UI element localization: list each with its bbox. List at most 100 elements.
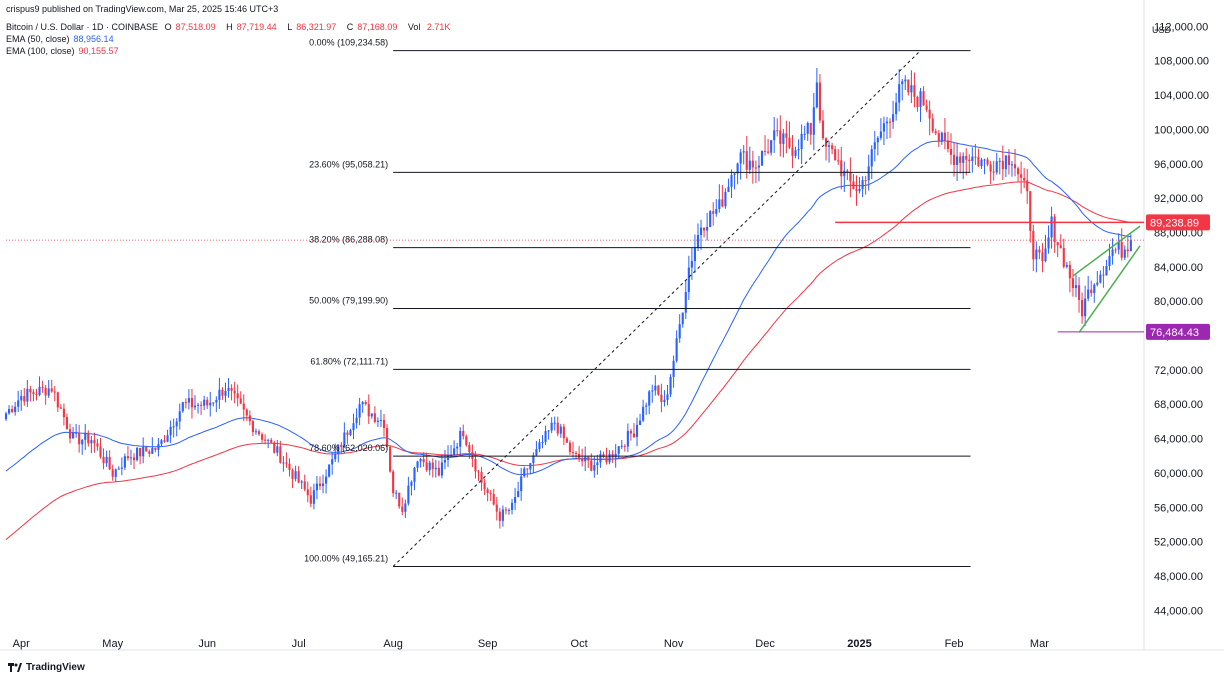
candle-body (931, 118, 934, 132)
y-tick-label: 56,000.00 (1154, 502, 1203, 514)
candle-body (629, 430, 632, 434)
candle-body (501, 509, 504, 521)
candle-body (355, 417, 358, 424)
candle-body (998, 160, 1001, 162)
candle-body (340, 444, 343, 447)
candle-body (642, 406, 645, 421)
candle-body (81, 439, 84, 445)
candle-body (392, 471, 395, 494)
ema100-legend[interactable]: EMA (100, close) 90,155.57 (6, 46, 119, 56)
candle-body (965, 156, 968, 160)
candle-body (952, 154, 956, 166)
candle-body (806, 123, 809, 134)
candle-body (1117, 241, 1120, 250)
candle-body (300, 481, 303, 483)
candle-body (1102, 274, 1105, 276)
candle-body (1084, 298, 1087, 317)
candle-body (898, 84, 901, 103)
candle-body (178, 411, 181, 422)
fib-level-label: 50.00% (79,199.90) (309, 296, 388, 306)
x-tick-label: Sep (478, 638, 498, 650)
candle-body (498, 511, 501, 521)
candle-body (1053, 216, 1056, 243)
candle-body (818, 82, 821, 121)
candle-body (547, 430, 550, 432)
candle-body (437, 467, 440, 476)
ema50-legend[interactable]: EMA (50, close) 88,956.14 (6, 34, 114, 44)
candle-body (29, 388, 32, 393)
candle-body (105, 456, 108, 464)
candle-body (367, 404, 370, 417)
candle-body (309, 495, 312, 504)
candle-body (544, 431, 547, 442)
candle-body (767, 151, 770, 153)
candle-body (523, 468, 526, 477)
candle-body (684, 292, 687, 313)
symbol-title[interactable]: Bitcoin / U.S. Dollar · 1D · COINBASE (6, 22, 159, 32)
y-tick-label: 100,000.00 (1154, 124, 1209, 136)
candle-body (172, 426, 175, 428)
candle-body (160, 440, 163, 445)
candle-body (1044, 248, 1047, 262)
x-tick-label: May (102, 638, 123, 650)
x-tick-label: Nov (664, 638, 684, 650)
candle-body (867, 166, 870, 181)
candle-body (654, 385, 657, 391)
candle-body (434, 467, 437, 470)
candle-body (757, 165, 761, 168)
tradingview-branding[interactable]: TradingView (8, 662, 85, 673)
candle-body (75, 432, 78, 434)
candle-body (718, 199, 721, 210)
candle-body (504, 509, 508, 511)
candle-body (248, 415, 251, 422)
candle-body (1010, 164, 1014, 166)
candle-body (977, 157, 980, 166)
candle-body (919, 91, 922, 107)
candle-body (870, 149, 873, 167)
candle-body (831, 145, 834, 150)
candle-body (440, 462, 443, 476)
volume-value: 2.71K (426, 22, 451, 32)
candle-body (1029, 191, 1032, 231)
candle-body (581, 459, 584, 462)
candle-body (645, 405, 648, 407)
low-label: L 86,321.97 (287, 22, 337, 32)
candle-body (215, 399, 218, 403)
candle-body (181, 402, 184, 412)
candle-body (910, 85, 913, 93)
candle-body (514, 497, 517, 503)
candle-body (468, 445, 471, 453)
candle-body (492, 494, 495, 505)
candle-body (687, 267, 690, 293)
x-tick-label: Dec (755, 638, 775, 650)
candle-body (751, 160, 754, 168)
fib-level-label: 78.60% (62,020.06) (309, 443, 388, 453)
candle-body (721, 199, 724, 207)
candle-body (693, 247, 697, 262)
candle-body (797, 149, 800, 151)
candle-body (1111, 249, 1114, 256)
candle-body (14, 406, 17, 412)
candle-body (785, 133, 788, 138)
candle-body (696, 234, 700, 248)
candle-body (416, 461, 419, 468)
candle-body (827, 145, 831, 147)
candle-body (136, 448, 139, 461)
resistance-price-tag (1146, 214, 1210, 231)
candle-body (849, 172, 852, 182)
candle-body (270, 439, 273, 443)
candle-body (474, 458, 477, 472)
candle-body (742, 151, 745, 153)
channel-upper-line (1072, 225, 1141, 277)
candle-body (739, 152, 742, 164)
y-tick-label: 48,000.00 (1154, 571, 1203, 583)
candle-body (145, 446, 148, 452)
candle-body (864, 180, 867, 182)
candle-body (928, 109, 931, 119)
candle-body (992, 171, 995, 173)
candle-body (788, 137, 791, 148)
candle-body (937, 133, 940, 142)
candle-body (763, 150, 767, 152)
published-by: crispus9 published on TradingView.com, M… (6, 4, 279, 14)
